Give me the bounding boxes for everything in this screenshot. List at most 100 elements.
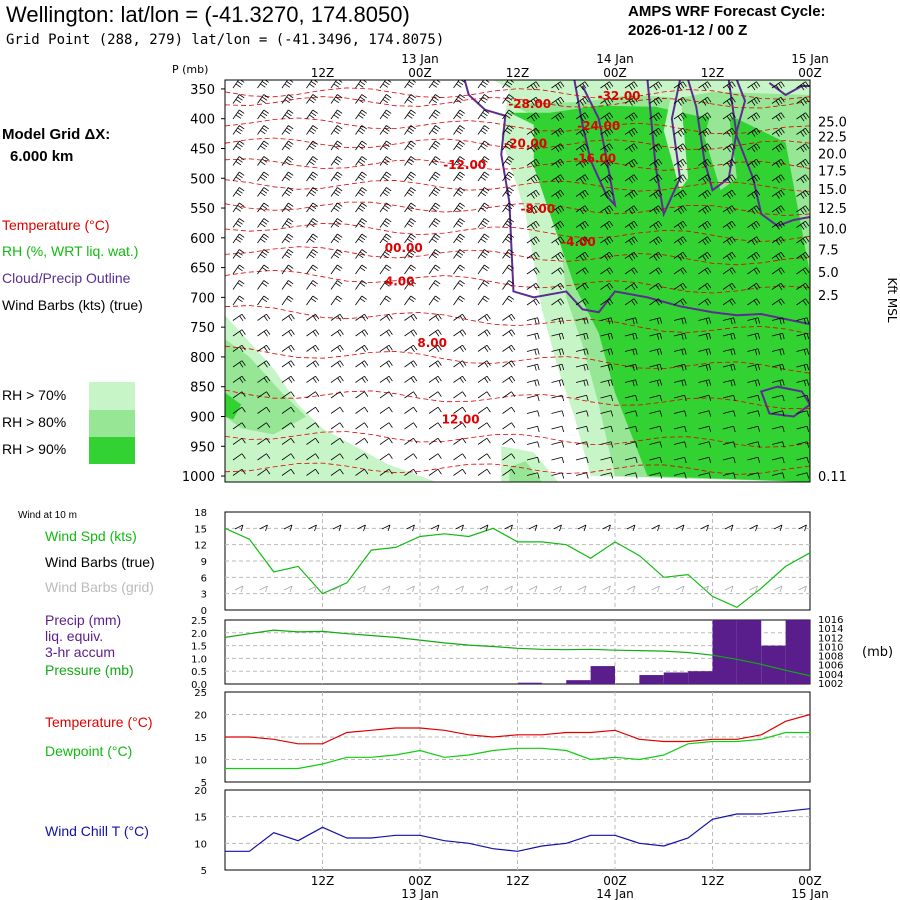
wind-barb <box>477 249 490 259</box>
wind-barb <box>355 295 367 306</box>
temperature-line <box>225 713 811 745</box>
wind-barb <box>575 298 589 306</box>
wind-barb <box>453 80 465 89</box>
wind-barb <box>575 410 589 417</box>
wind-barb-grid <box>798 585 807 593</box>
wind-barb <box>624 81 638 91</box>
wind-barb <box>232 218 245 228</box>
wind-barb <box>722 348 736 356</box>
wind-barb <box>796 205 810 215</box>
wind-barb <box>747 379 761 387</box>
wind-barb <box>575 317 589 325</box>
pressure-tick-label: 650 <box>190 262 215 277</box>
wind-barb <box>600 282 614 291</box>
wind-barb <box>673 112 687 122</box>
wind-barb <box>453 375 467 384</box>
precip-bar <box>688 671 713 684</box>
wind-barb <box>551 127 565 137</box>
wind-barb <box>428 360 442 368</box>
wind-barb <box>796 282 810 291</box>
wind-barb <box>232 280 245 290</box>
wind-barb <box>771 472 785 479</box>
temperature-isotherm <box>225 305 810 335</box>
wind-barb <box>281 125 294 135</box>
wind-barb <box>453 437 467 445</box>
wind-barb <box>673 298 687 306</box>
wind-barb <box>551 348 565 356</box>
wind-barb <box>232 264 245 275</box>
wind-barb <box>404 453 418 461</box>
wind-barb <box>428 280 441 290</box>
wind-barb <box>673 174 687 184</box>
temperature-isotherm <box>225 345 810 374</box>
wind-barb <box>796 96 810 106</box>
wind-barb <box>428 233 441 244</box>
pressure-right-tick: 1004 <box>818 670 843 681</box>
bottom-time-label: 12Z <box>506 874 530 888</box>
wind-barb <box>698 205 712 215</box>
height-axis-title: Kft MSL <box>885 277 899 322</box>
wind-barb <box>526 112 540 122</box>
top-time-label: 12Z <box>311 66 335 80</box>
wind-barb <box>281 80 294 89</box>
wind-barb <box>624 158 638 168</box>
wind-barb <box>722 456 736 464</box>
wind-barb <box>404 187 416 197</box>
wind-barb <box>428 329 442 337</box>
wind-barb <box>428 156 441 166</box>
temp-panel-ytick: 5 <box>201 778 207 789</box>
wind-barb <box>722 317 736 325</box>
wind-barb <box>355 422 369 430</box>
wind-barb <box>722 81 736 91</box>
wind-barb-true <box>700 524 709 532</box>
wind-barb <box>526 472 540 479</box>
wind-barb <box>796 251 810 261</box>
wind-barb <box>624 472 638 479</box>
wind-barb <box>673 158 687 168</box>
wind-barb <box>502 109 514 120</box>
wind-barb <box>330 218 343 228</box>
pressure-tick-label: 750 <box>190 321 215 336</box>
wind-barb-true <box>283 524 293 532</box>
temp-panel-ytick: 20 <box>194 711 207 722</box>
wind-barb <box>600 363 614 371</box>
wind-barb <box>355 187 367 197</box>
pressure-right-tick: 1008 <box>818 652 843 663</box>
wind-barb <box>281 375 295 384</box>
wind-barb <box>355 94 367 104</box>
wind-barb <box>526 236 540 246</box>
wind-barb <box>306 422 320 430</box>
temperature-label: -32.00 <box>598 89 641 103</box>
wind-barb <box>477 264 490 275</box>
wind-barb <box>551 379 565 387</box>
wind-barb <box>722 363 736 371</box>
wind-barb <box>355 453 369 461</box>
wind-barb <box>698 332 712 340</box>
wind-barb <box>453 109 465 120</box>
pressure-right-tick: 1002 <box>818 679 843 690</box>
wind-barb <box>747 174 761 184</box>
wind-barb <box>624 348 638 356</box>
wind-barb <box>477 218 490 228</box>
wind-barb <box>722 189 736 199</box>
wind-barb <box>232 171 245 182</box>
wind-barb <box>502 360 516 368</box>
wind-barb-true <box>724 524 734 532</box>
wind-barbs-grid <box>234 585 807 593</box>
temperature-isotherm <box>225 269 810 294</box>
wind-barb <box>673 236 687 246</box>
wind-barb <box>428 422 442 430</box>
wind-barb <box>575 332 589 340</box>
temperature-label: -4.00 <box>561 235 596 249</box>
wind-barb <box>747 143 761 153</box>
cloud-outline-cell <box>687 80 747 192</box>
top-time-label: 12Z <box>701 66 725 80</box>
wind-10m-title: Wind at 10 m <box>18 510 77 521</box>
wind-barb <box>477 391 491 399</box>
wind-barb <box>355 140 367 151</box>
wind-barb <box>379 233 392 244</box>
windchill-panel-ytick: 20 <box>194 786 207 797</box>
wind-barb <box>526 394 540 402</box>
wind-barb <box>330 156 343 166</box>
temperature-isotherm <box>225 223 810 243</box>
